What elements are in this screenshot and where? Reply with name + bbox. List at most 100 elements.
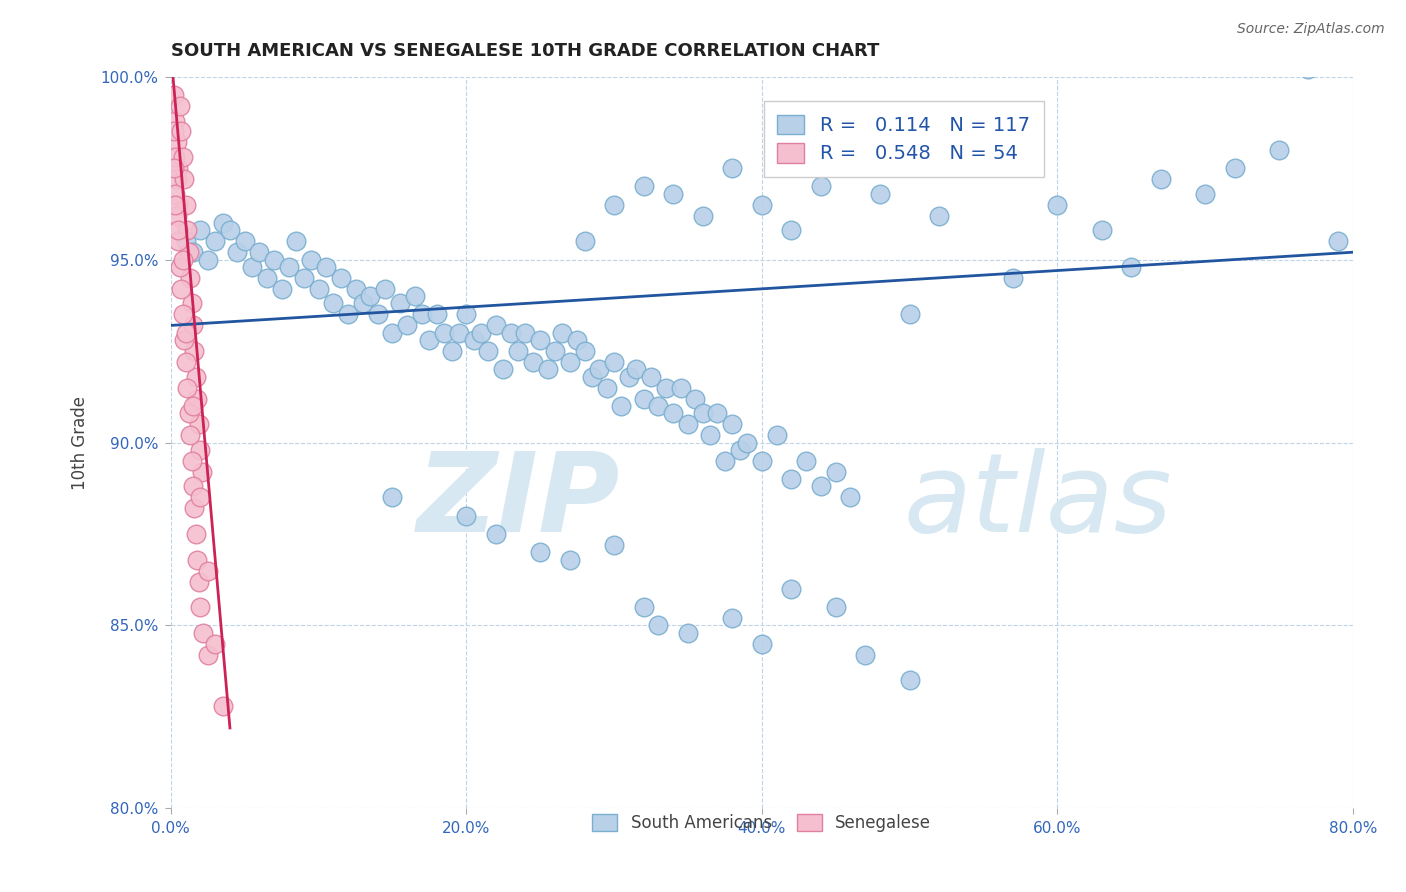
- Point: [640, 369, 662, 384]
- Point: [278, 260, 301, 274]
- Point: [626, 362, 648, 376]
- Point: [186, 552, 208, 566]
- Point: [565, 333, 588, 347]
- Point: [181, 318, 204, 333]
- Point: [179, 270, 201, 285]
- Point: [647, 399, 669, 413]
- Point: [633, 392, 655, 406]
- Point: [174, 234, 197, 248]
- Point: [692, 209, 714, 223]
- Point: [174, 326, 197, 340]
- Point: [381, 491, 404, 505]
- Point: [176, 223, 198, 237]
- Point: [1121, 260, 1143, 274]
- Point: [603, 538, 626, 552]
- Point: [167, 161, 190, 175]
- Point: [728, 442, 751, 457]
- Point: [181, 245, 204, 260]
- Point: [169, 260, 191, 274]
- Point: [172, 150, 194, 164]
- Point: [447, 326, 470, 340]
- Point: [187, 417, 209, 432]
- Point: [477, 344, 499, 359]
- Point: [1298, 62, 1320, 77]
- Point: [853, 648, 876, 662]
- Point: [204, 637, 226, 651]
- Point: [1223, 161, 1246, 175]
- Point: [1046, 197, 1069, 211]
- Point: [367, 308, 389, 322]
- Point: [647, 618, 669, 632]
- Point: [485, 527, 508, 541]
- Point: [322, 296, 344, 310]
- Y-axis label: 10th Grade: 10th Grade: [72, 395, 89, 490]
- Point: [418, 333, 440, 347]
- Point: [603, 355, 626, 369]
- Point: [824, 600, 846, 615]
- Point: [780, 223, 803, 237]
- Point: [685, 392, 707, 406]
- Point: [1268, 143, 1291, 157]
- Point: [1090, 223, 1112, 237]
- Point: [610, 399, 633, 413]
- Point: [869, 186, 891, 201]
- Point: [172, 308, 194, 322]
- Point: [374, 282, 396, 296]
- Point: [633, 179, 655, 194]
- Point: [558, 552, 581, 566]
- Point: [411, 308, 433, 322]
- Point: [263, 252, 285, 267]
- Point: [177, 245, 200, 260]
- Point: [233, 234, 256, 248]
- Point: [388, 296, 411, 310]
- Point: [1001, 270, 1024, 285]
- Point: [706, 406, 728, 420]
- Point: [211, 698, 233, 713]
- Point: [184, 527, 207, 541]
- Point: [714, 454, 737, 468]
- Point: [308, 282, 330, 296]
- Point: [292, 270, 315, 285]
- Point: [396, 318, 419, 333]
- Point: [181, 479, 204, 493]
- Point: [167, 197, 190, 211]
- Point: [180, 454, 202, 468]
- Point: [751, 197, 773, 211]
- Point: [163, 124, 186, 138]
- Point: [440, 344, 463, 359]
- Point: [1327, 234, 1350, 248]
- Point: [522, 355, 544, 369]
- Point: [765, 428, 787, 442]
- Point: [456, 508, 478, 523]
- Point: [249, 245, 271, 260]
- Point: [184, 369, 207, 384]
- Point: [352, 296, 374, 310]
- Point: [190, 600, 212, 615]
- Point: [315, 260, 337, 274]
- Point: [180, 296, 202, 310]
- Point: [173, 333, 195, 347]
- Point: [177, 406, 200, 420]
- Point: [581, 369, 603, 384]
- Point: [529, 333, 551, 347]
- Point: [574, 234, 596, 248]
- Point: [219, 223, 242, 237]
- Point: [499, 326, 522, 340]
- Point: [617, 369, 640, 384]
- Point: [692, 406, 714, 420]
- Point: [810, 179, 832, 194]
- Point: [721, 161, 744, 175]
- Point: [170, 124, 193, 138]
- Point: [181, 399, 204, 413]
- Point: [190, 223, 212, 237]
- Point: [551, 326, 574, 340]
- Point: [810, 479, 832, 493]
- Point: [167, 234, 190, 248]
- Point: [183, 344, 205, 359]
- Point: [172, 252, 194, 267]
- Point: [197, 648, 219, 662]
- Point: [515, 326, 537, 340]
- Point: [299, 252, 322, 267]
- Text: atlas: atlas: [904, 448, 1173, 555]
- Point: [595, 381, 617, 395]
